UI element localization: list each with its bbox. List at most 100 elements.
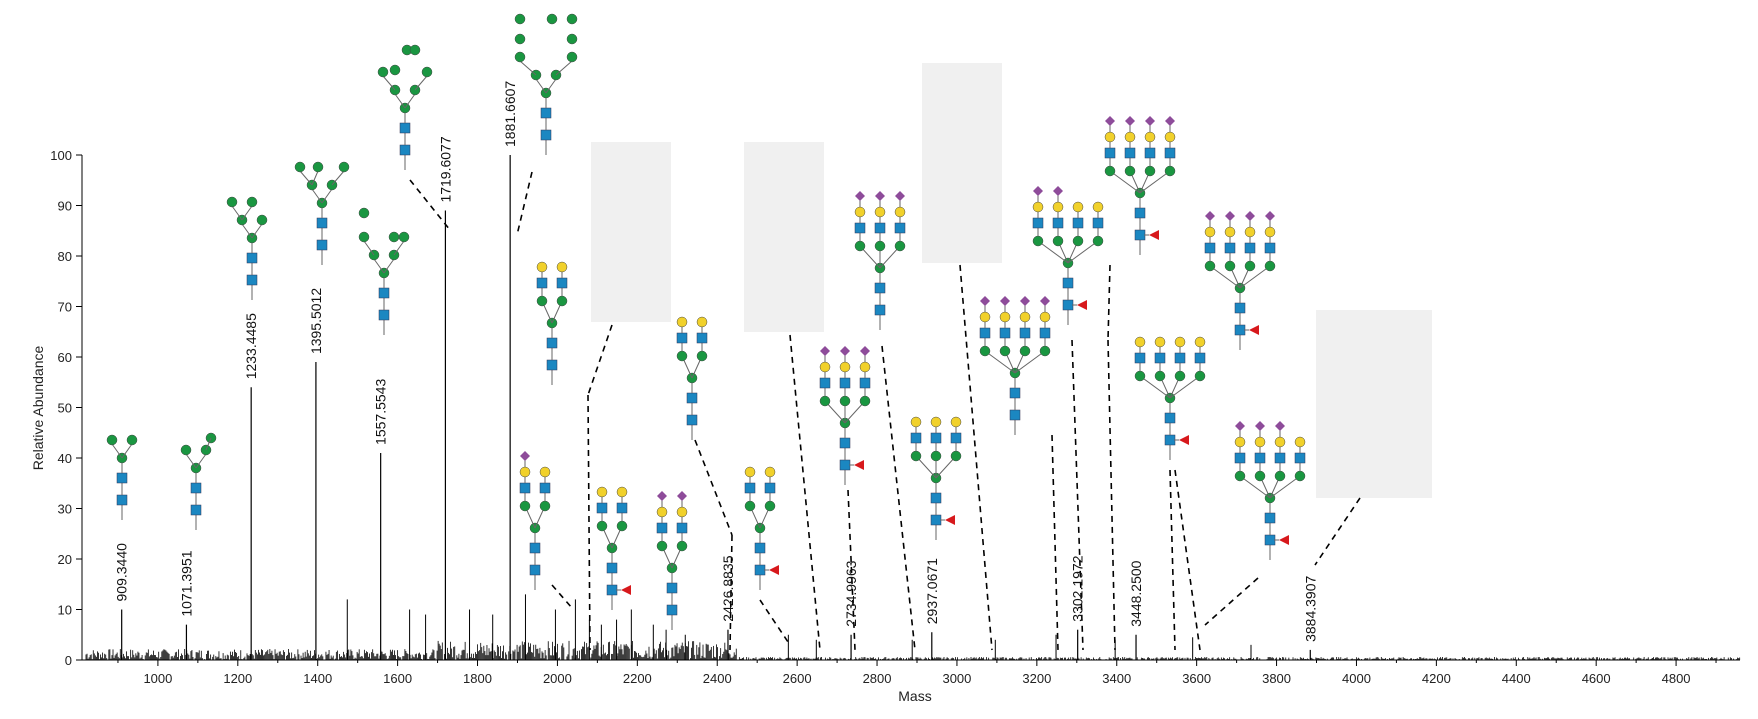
y-tick-label: 60 [58,350,72,365]
x-tick-label: 3200 [1022,671,1051,686]
sialic-acid-diamond [875,191,885,201]
y-tick-label: 100 [50,148,72,163]
fucose-triangle [769,565,779,575]
galactose-circle [1294,436,1306,448]
glcnac-square [316,239,328,251]
glycan-bond [404,93,416,109]
glcnac-square [930,432,942,444]
galactose-circle [950,416,962,428]
glcnac-square [1072,217,1084,229]
glcnac-square [676,522,688,534]
galactose-circle [859,361,871,373]
galactose-circle [1274,436,1286,448]
glycan-bond [311,170,319,186]
peak-label: 2734.9963 [843,560,859,626]
axes: Relative Abundance Mass [30,155,1740,704]
glcnac-square [1144,147,1156,159]
dashed-connector [694,439,733,536]
mannose-circle [616,520,628,532]
y-axis-title: Relative Abundance [30,346,46,471]
glcnac-square [1164,147,1176,159]
glcnac-square [540,129,552,141]
glcnac-square [1154,352,1166,364]
galactose-circle [1234,436,1246,448]
galactose-circle [596,486,608,498]
glcnac-square [1224,242,1236,254]
mannose-circle [1204,260,1216,272]
glcnac-square [539,482,551,494]
mannose-circle [1254,470,1266,482]
mannose-circle [596,520,608,532]
mannose-circle [566,51,578,63]
galactose-circle [1164,131,1176,143]
galactose-circle [1174,336,1186,348]
glycan-bond [1139,375,1171,399]
fucose-triangle [621,585,631,595]
dashed-connector [1071,339,1084,651]
glcnac-square [1062,299,1074,311]
glcnac-square [819,377,831,389]
galactose-circle [1039,311,1051,323]
x-tick-label: 1600 [383,671,412,686]
glcnac-square [1124,147,1136,159]
mannose-circle [539,500,551,512]
glcnac-square [910,432,922,444]
mannose-circle [514,51,526,63]
glcnac-square [744,482,756,494]
mannose-circle [696,350,708,362]
glycan-bond [382,75,396,91]
peak-label: 2426.8835 [720,555,736,621]
x-tick-label: 3800 [1262,671,1291,686]
mannose-circle [1052,235,1064,247]
mannose-circle [1274,470,1286,482]
mannose-circle [744,500,756,512]
glcnac-square [1234,302,1246,314]
galactose-circle [1264,226,1276,238]
mannose-circle [1072,235,1084,247]
sialic-acid-diamond [1265,211,1275,221]
glcnac-square [839,377,851,389]
mannose-circle [294,161,306,173]
galactose-circle [656,506,668,518]
glcnac-square [1032,217,1044,229]
mannose-circle [1194,370,1206,382]
dashed-connector [1169,469,1176,651]
glcnac-square [656,522,668,534]
fucose-triangle [854,460,864,470]
mannose-circle [1124,165,1136,177]
galactose-circle [519,466,531,478]
dashed-connector [1107,339,1116,651]
mannose-circle [256,214,268,226]
mannose-circle [839,395,851,407]
glcnac-square [1234,324,1246,336]
x-tick-label: 1000 [143,671,172,686]
glcnac-square [1194,352,1206,364]
glycan-bond [1109,170,1141,194]
glcnac-square [1092,217,1104,229]
glcnac-square [686,392,698,404]
mannose-circle [656,540,668,552]
glcnac-square [874,304,886,316]
dashed-connector [759,599,791,646]
glycan-bond [241,223,253,239]
glcnac-square [546,359,558,371]
sialic-acid-diamond [1020,296,1030,306]
mannose-circle [106,434,118,446]
mannose-circle [246,196,258,208]
glcnac-square [950,432,962,444]
glycan-structure-annotations [106,13,1306,630]
galactose-circle [696,316,708,328]
x-tick-label: 1800 [463,671,492,686]
galactose-circle [764,466,776,478]
glcnac-square [556,277,568,289]
sialic-acid-diamond [1053,186,1063,196]
x-tick-label: 2000 [543,671,572,686]
peak-label: 1881.6607 [502,81,518,147]
sialic-acid-diamond [1205,211,1215,221]
y-tick-label: 0 [65,653,72,668]
fucose-triangle [945,515,955,525]
galactose-circle [1154,336,1166,348]
glycan-bond [241,205,253,221]
glycan-bond [373,258,385,274]
glycan-bond [545,78,557,94]
